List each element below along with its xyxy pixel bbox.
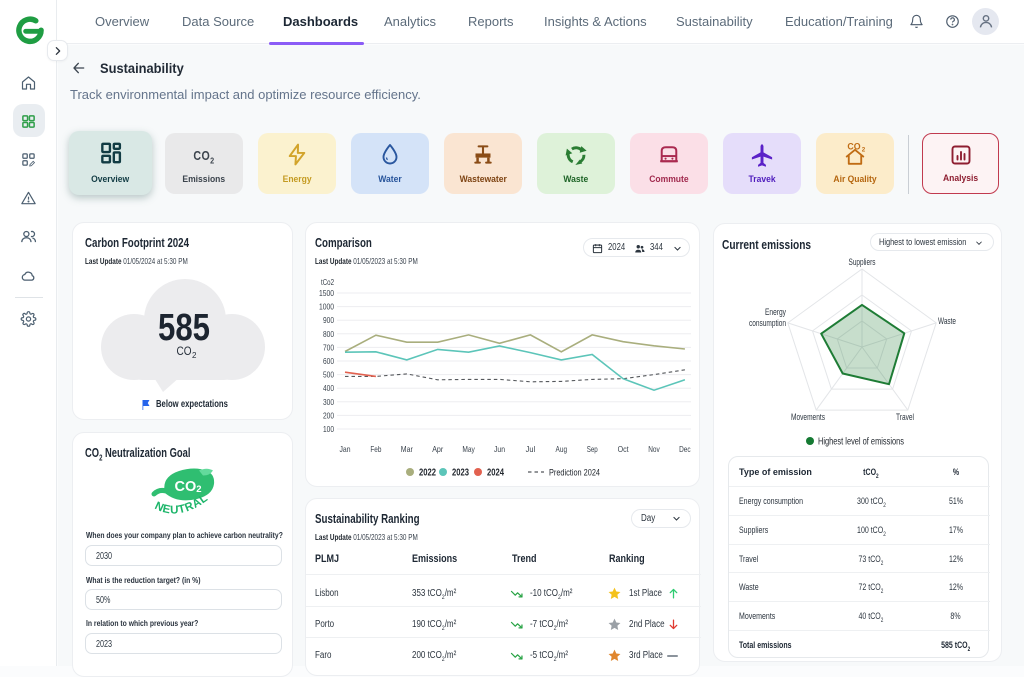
- svg-text:700: 700: [323, 342, 334, 352]
- svg-text:Oct: Oct: [618, 444, 630, 454]
- svg-text:Waste: Waste: [938, 316, 956, 326]
- svg-text:Jun: Jun: [494, 444, 505, 454]
- svg-text:500: 500: [323, 370, 334, 380]
- svg-text:CO2: CO2: [174, 479, 201, 495]
- svg-text:900: 900: [323, 315, 334, 325]
- svg-text:May: May: [462, 444, 475, 454]
- svg-text:2022: 2022: [419, 468, 436, 479]
- svg-text:Prediction 2024: Prediction 2024: [549, 468, 600, 479]
- svg-text:CO: CO: [177, 346, 192, 358]
- svg-text:800: 800: [323, 329, 334, 339]
- svg-text:Energy: Energy: [765, 307, 786, 317]
- svg-text:Nov: Nov: [648, 444, 660, 454]
- svg-text:Aug: Aug: [556, 444, 568, 454]
- svg-text:2023: 2023: [452, 468, 469, 479]
- svg-text:Sep: Sep: [587, 444, 598, 454]
- svg-text:300: 300: [323, 397, 334, 407]
- svg-text:Apr: Apr: [432, 444, 443, 454]
- svg-text:Travel: Travel: [896, 412, 914, 422]
- svg-text:2024: 2024: [487, 468, 504, 479]
- svg-text:600: 600: [323, 356, 334, 366]
- svg-text:Jul: Jul: [526, 444, 536, 454]
- svg-text:Jan: Jan: [340, 444, 351, 454]
- svg-text:tCo2: tCo2: [321, 277, 334, 287]
- svg-text:consumption: consumption: [749, 318, 786, 328]
- svg-text:Mar: Mar: [401, 444, 413, 454]
- svg-text:2: 2: [192, 351, 197, 360]
- svg-text:2: 2: [862, 146, 866, 153]
- svg-text:585: 585: [158, 307, 210, 349]
- svg-text:CO: CO: [847, 142, 860, 151]
- svg-text:400: 400: [323, 383, 334, 393]
- svg-text:100: 100: [323, 424, 334, 434]
- svg-text:1000: 1000: [319, 302, 334, 312]
- svg-text:Suppliers: Suppliers: [849, 257, 876, 267]
- svg-text:Highest level of emissions: Highest level of emissions: [818, 437, 904, 448]
- svg-text:Movements: Movements: [791, 412, 825, 422]
- svg-text:200: 200: [323, 410, 334, 420]
- svg-text:1500: 1500: [319, 288, 334, 298]
- svg-text:Dec: Dec: [679, 444, 691, 454]
- svg-text:Feb: Feb: [370, 444, 381, 454]
